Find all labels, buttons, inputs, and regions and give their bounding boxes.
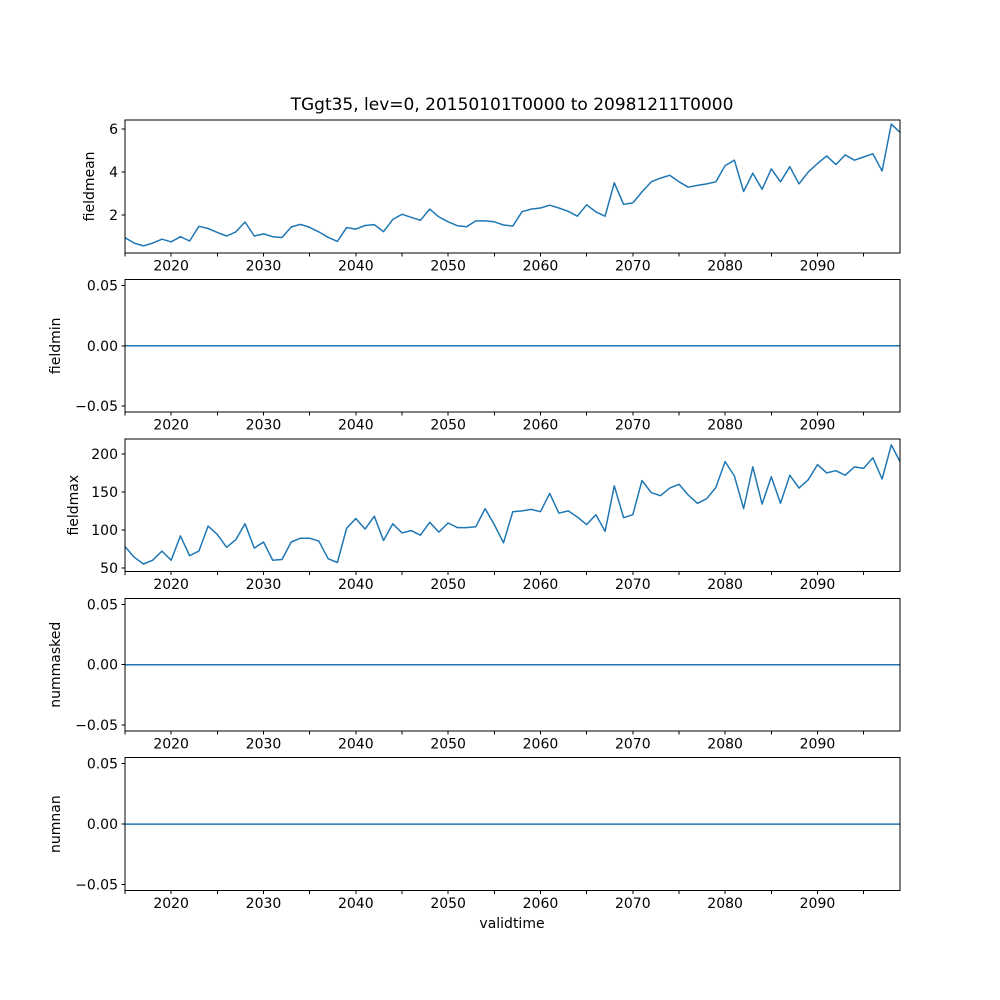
x-tick-label: 2060 [523,737,559,753]
subplot-fieldmin: 2020 2030 2040 2050 2060 2070 2080 2090 0.05 0.00… [48,278,901,434]
y-tick-label: −0.05 [75,399,118,415]
x-tick-label: 2070 [615,258,651,274]
x-tick-label: 2020 [153,896,189,912]
y-tick-label: 0.05 [87,278,118,294]
y-tick-label: 150 [91,485,118,501]
x-tick-label: 2050 [430,896,466,912]
x-tick-label: 2070 [615,737,651,753]
x-tick-label: 2080 [707,258,743,274]
y-tick-label: 50 [100,561,118,577]
y-tick-label: 6 [109,122,118,138]
x-tick-label: 2060 [523,418,559,434]
subplot-fieldmean: 2020 2030 2040 2050 2060 2070 2080 2090 2 4 6 field… [82,119,901,274]
x-tick-label: 2090 [800,258,836,274]
x-tick-label: 2030 [246,737,282,753]
figure-title: TGgt35, lev=0, 20150101T0000 to 20981211… [290,95,734,115]
y-tick-label: 0.00 [87,339,118,355]
y-tick-label: 2 [109,208,118,224]
x-tick-label: 2070 [615,577,651,593]
x-tick-label: 2070 [615,896,651,912]
x-tick-label: 2090 [800,896,836,912]
axes-frame-fieldmean [124,119,901,254]
subplot-fieldmax: 2020 2030 2040 2050 2060 2070 2080 2090 50 100 150… [66,438,901,593]
x-tick-label: 2090 [800,577,836,593]
x-tick-label: 2040 [338,418,374,434]
x-tick-label: 2080 [707,577,743,593]
y-tick-label: −0.05 [75,877,118,893]
y-axis-label-fieldmax: fieldmax [66,475,82,536]
x-tick-label: 2020 [153,258,189,274]
x-tick-label: 2060 [523,577,559,593]
y-tick-label: 200 [91,447,118,463]
series-line-fieldmax [124,444,901,565]
x-tick-label: 2080 [707,737,743,753]
x-tick-label: 2080 [707,418,743,434]
axes-frame-fieldmax [124,438,901,573]
y-tick-label: 0.05 [87,597,118,613]
y-tick-label: 0.00 [87,658,118,674]
x-tick-label: 2090 [800,418,836,434]
y-tick-label: 4 [109,165,118,181]
axes-frame-numnan [124,757,901,892]
x-tick-label: 2050 [430,258,466,274]
y-axis-label-fieldmin: fieldmin [48,317,64,374]
x-axis-title: validtime [479,916,545,932]
x-tick-label: 2030 [246,258,282,274]
x-tick-label: 2050 [430,418,466,434]
x-tick-label: 2030 [246,418,282,434]
x-tick-label: 2040 [338,258,374,274]
series-line-fieldmean [124,123,901,247]
x-tick-label: 2040 [338,896,374,912]
x-tick-label: 2040 [338,737,374,753]
y-axis-label-numnan: numnan [48,795,64,853]
x-tick-label: 2020 [153,737,189,753]
x-tick-label: 2080 [707,896,743,912]
x-tick-label: 2060 [523,258,559,274]
y-tick-label: 0.00 [87,817,118,833]
x-tick-label: 2020 [153,577,189,593]
x-tick-label: 2050 [430,577,466,593]
y-axis-label-nummasked: nummasked [48,622,64,708]
x-tick-label: 2040 [338,577,374,593]
x-tick-label: 2090 [800,737,836,753]
x-tick-label: 2020 [153,418,189,434]
x-tick-label: 2030 [246,577,282,593]
subplot-numnan: 2020 2030 2040 2050 2060 2070 2080 2090 0.05 0.00… [48,757,901,912]
y-tick-label: 100 [91,523,118,539]
y-axis-label-fieldmean: fieldmean [82,151,98,221]
x-tick-label: 2070 [615,418,651,434]
axes-frame-fieldmin [124,278,901,413]
subplot-nummasked: 2020 2030 2040 2050 2060 2070 2080 2090 0.05 0.00… [48,597,901,753]
y-tick-label: 0.05 [87,757,118,773]
y-tick-label: −0.05 [75,718,118,734]
axes-frame-nummasked [124,597,901,732]
x-tick-label: 2050 [430,737,466,753]
x-tick-label: 2060 [523,896,559,912]
x-tick-label: 2030 [246,896,282,912]
